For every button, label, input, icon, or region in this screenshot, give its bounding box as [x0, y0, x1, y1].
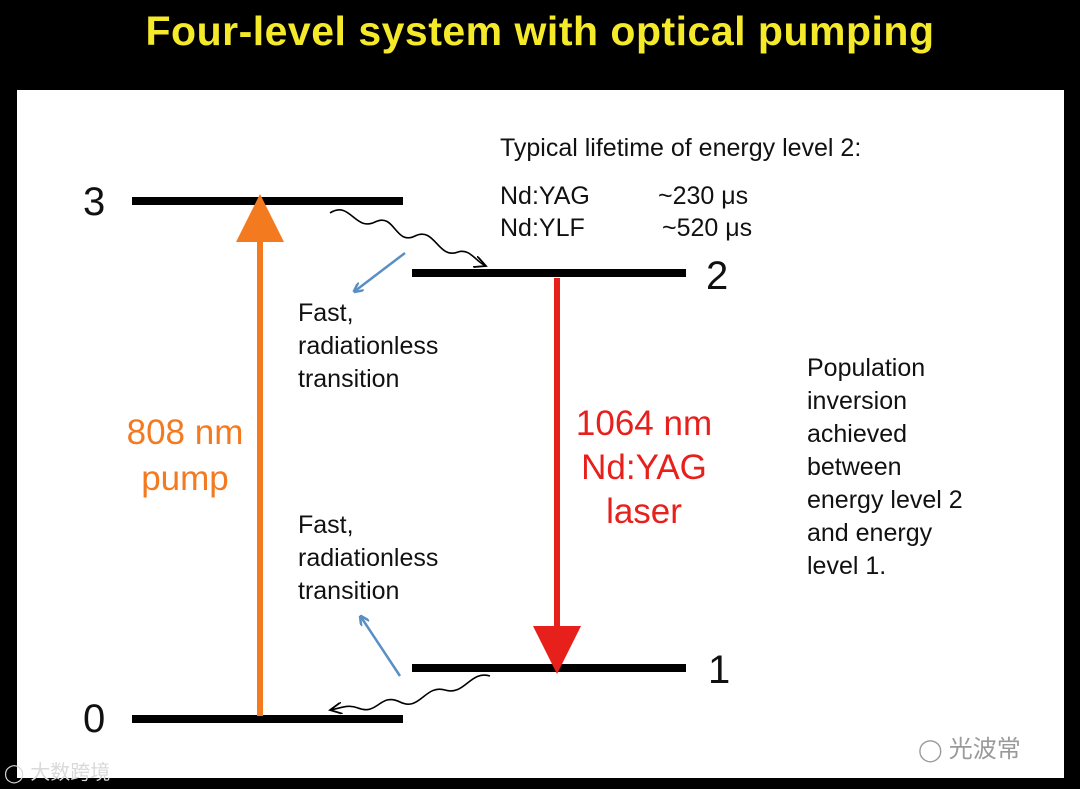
- population-line-7: level 1.: [807, 552, 887, 580]
- population-line-5: energy level 2: [807, 486, 963, 514]
- level-label-3: 3: [83, 180, 106, 224]
- pump-label-wavelength: 808 nm: [126, 413, 244, 452]
- transition-upper-line-1: Fast,: [298, 299, 354, 327]
- watermark-right-text: 光波常: [948, 736, 1021, 763]
- population-line-4: between: [807, 453, 902, 481]
- wechat-icon: ◯: [918, 737, 943, 762]
- wavy-arrow-3-to-2: [329, 209, 486, 266]
- transition-upper-line-3: transition: [298, 365, 400, 393]
- watermark-left: ◯ 大数跨境: [4, 756, 110, 785]
- population-line-6: and energy: [807, 519, 933, 547]
- level-label-1: 1: [708, 648, 731, 692]
- blue-pointer-upper: [355, 252, 406, 291]
- transition-upper-line-2: radiationless: [298, 332, 439, 360]
- level-label-2: 2: [706, 254, 729, 298]
- lifetime-material-yag: Nd:YAG: [500, 182, 590, 210]
- watermark-logo-icon: ◯: [4, 763, 25, 783]
- population-line-3: achieved: [807, 420, 908, 448]
- pump-label-name: pump: [141, 459, 229, 498]
- wavy-arrow-1-to-0: [330, 674, 491, 710]
- slide-title: Four-level system with optical pumping: [145, 8, 935, 54]
- laser-label-medium: Nd:YAG: [581, 448, 707, 487]
- laser-label-wavelength: 1064 nm: [575, 404, 713, 443]
- laser-label-type: laser: [606, 492, 682, 531]
- lifetime-heading: Typical lifetime of energy level 2:: [500, 134, 862, 162]
- lifetime-value-ylf: ~520 μs: [662, 214, 753, 242]
- transition-lower-line-2: radiationless: [298, 544, 439, 572]
- lifetime-value-yag: ~230 μs: [658, 182, 749, 210]
- lifetime-material-ylf: Nd:YLF: [500, 214, 585, 242]
- population-line-1: Population: [807, 354, 926, 382]
- watermark-left-text: 大数跨境: [30, 762, 111, 784]
- transition-lower-line-1: Fast,: [298, 511, 354, 539]
- level-label-0: 0: [83, 697, 106, 741]
- watermark-right: ◯ 光波常: [918, 729, 1021, 764]
- blue-pointer-lower: [361, 617, 402, 677]
- population-line-2: inversion: [807, 387, 908, 415]
- transition-lower-line-3: transition: [298, 577, 400, 605]
